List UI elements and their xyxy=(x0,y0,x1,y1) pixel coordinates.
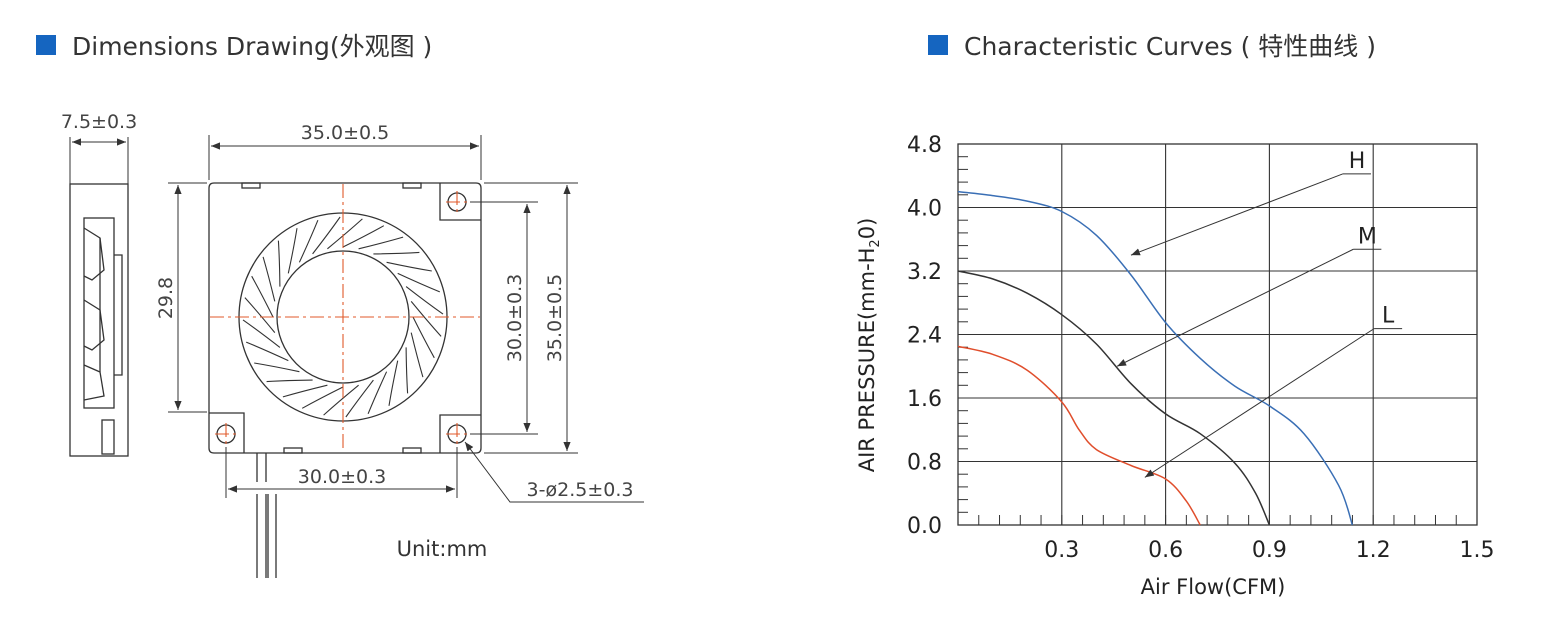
curve-H xyxy=(957,190,1354,526)
dimension-lines xyxy=(168,135,644,503)
impeller-blade xyxy=(266,379,313,383)
y-tick-label: 4.8 xyxy=(907,133,942,158)
impeller-blade xyxy=(342,225,385,248)
hole-pitch-h-dim-label: 30.0±0.3 xyxy=(298,466,386,488)
impeller-blade xyxy=(386,261,432,272)
x-tick-label: 1.2 xyxy=(1356,538,1391,563)
x-tick-label: 0.3 xyxy=(1044,538,1079,563)
impeller-blade xyxy=(245,341,289,362)
y-tick-label: 0.0 xyxy=(907,514,942,539)
impeller-blade xyxy=(373,251,420,255)
impeller-blade xyxy=(405,347,409,394)
height-dim-label: 35.0±0.5 xyxy=(544,274,566,362)
section-marker-icon xyxy=(928,35,948,55)
impeller-blade xyxy=(298,219,319,263)
curve-label-H: H xyxy=(1349,149,1366,174)
performance-chart: 0.3 0.6 0.9 1.2 1.5 0.0 0.8 1.6 2.4 3.2 4.0 4.8 H M… xyxy=(855,133,1495,599)
impeller-blade xyxy=(358,236,404,250)
impeller-blade xyxy=(242,319,281,348)
holes-dim-label: 3-ø2.5±0.3 xyxy=(527,479,634,501)
curve-label-M: M xyxy=(1358,224,1377,249)
impeller-blade xyxy=(367,371,388,415)
x-axis-ticks: 0.3 0.6 0.9 1.2 1.5 xyxy=(1044,538,1494,563)
impeller-blade xyxy=(412,316,435,359)
side-view xyxy=(69,137,129,457)
chart-minor-ticks xyxy=(958,156,1457,525)
impeller-blade xyxy=(287,228,298,274)
dimensions-drawing: 7.5±0.3 35.0±0.5 29.8 30.0±0.3 35.0±0.5 … xyxy=(61,111,644,578)
x-axis-title: Air Flow(CFM) xyxy=(1141,575,1286,599)
leader-line xyxy=(1116,248,1354,367)
y-tick-label: 0.8 xyxy=(907,451,942,476)
curve-L xyxy=(957,345,1201,526)
section-marker-icon xyxy=(36,35,56,55)
leader-line xyxy=(1130,173,1344,256)
y-tick-label: 4.0 xyxy=(907,197,942,222)
impeller-blade xyxy=(254,362,300,373)
dimensions-title: Dimensions Drawing(外观图 ) xyxy=(72,32,433,61)
curve-label-L: L xyxy=(1382,304,1395,329)
y-tick-label: 1.6 xyxy=(907,387,942,412)
x-tick-label: 0.9 xyxy=(1252,538,1287,563)
y-tick-label: 2.4 xyxy=(907,324,942,349)
impeller-blade xyxy=(323,384,359,416)
impeller-blade xyxy=(262,256,276,302)
impeller-blade xyxy=(244,297,276,333)
leader-line xyxy=(1144,328,1375,478)
thickness-dim-label: 7.5±0.3 xyxy=(61,111,137,133)
x-tick-label: 0.6 xyxy=(1148,538,1183,563)
chart-grid xyxy=(957,143,1478,526)
y-axis-title-sub: 2 xyxy=(868,239,883,247)
inner-height-dim-label: 29.8 xyxy=(155,277,177,319)
y-tick-label: 3.2 xyxy=(907,260,942,285)
y-axis-title: AIR PRESSURE(mm-H20) xyxy=(855,218,883,473)
impeller-blade xyxy=(251,275,274,318)
impeller-blade xyxy=(301,386,344,409)
impeller-blade xyxy=(410,301,442,337)
impeller-blade xyxy=(405,286,444,315)
impeller-blade xyxy=(397,272,441,293)
impeller-blade xyxy=(345,379,374,418)
chart-curves xyxy=(957,190,1354,526)
y-axis-ticks: 0.0 0.8 1.6 2.4 3.2 4.0 4.8 xyxy=(907,133,942,539)
width-dim-label: 35.0±0.5 xyxy=(301,122,389,144)
impeller-blade xyxy=(388,360,399,406)
curve-M xyxy=(957,270,1271,526)
dimensions-header: Dimensions Drawing(外观图 ) xyxy=(36,28,432,62)
curves-header: Characteristic Curves ( 特性曲线 ) xyxy=(928,28,1376,62)
y-axis-title-main: AIR PRESSURE(mm-H xyxy=(855,248,879,473)
impeller-blade xyxy=(277,240,281,287)
x-tick-label: 1.5 xyxy=(1460,538,1495,563)
front-view xyxy=(208,182,482,578)
impeller-blade xyxy=(312,216,341,255)
impeller-blade xyxy=(327,218,363,250)
curve-leaders: H M L xyxy=(1116,149,1403,478)
unit-label: Unit:mm xyxy=(397,537,488,561)
centerlines xyxy=(210,184,480,452)
impeller-blade xyxy=(410,332,424,378)
hole-pitch-v-dim-label: 30.0±0.3 xyxy=(504,274,526,362)
impeller-blade xyxy=(282,384,328,398)
curves-title: Characteristic Curves ( 特性曲线 ) xyxy=(964,32,1376,61)
y-axis-title-end: 0) xyxy=(855,218,879,240)
